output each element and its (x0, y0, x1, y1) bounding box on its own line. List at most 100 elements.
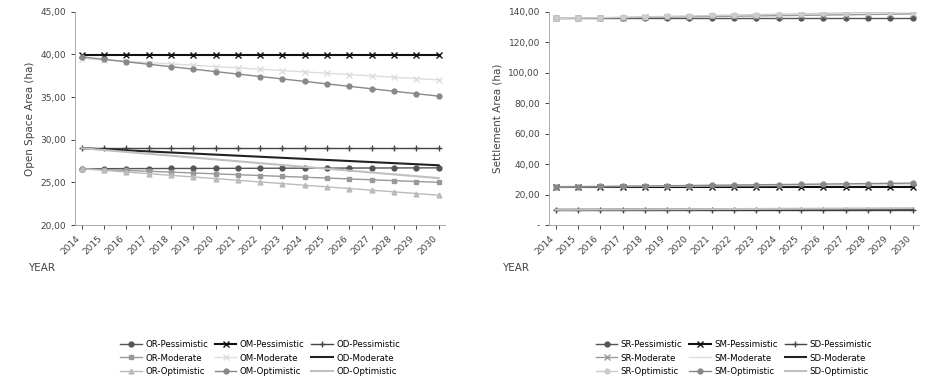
SM-Pessimistic (795, 185, 807, 189)
SD-Pessimistic (795, 208, 807, 212)
SR-Pessimistic (840, 16, 852, 21)
OM-Moderate (254, 67, 265, 71)
OR-Pessimistic (433, 166, 445, 170)
SR-Pessimistic (706, 16, 718, 21)
OR-Moderate (188, 171, 199, 175)
SM-Optimistic (795, 182, 807, 187)
SD-Optimistic (840, 206, 852, 211)
OR-Moderate (76, 166, 87, 171)
OD-Optimistic (233, 159, 244, 164)
SR-Pessimistic (818, 16, 829, 21)
SM-Optimistic (840, 182, 852, 186)
SM-Optimistic (750, 182, 762, 187)
OD-Optimistic (388, 172, 400, 177)
SM-Pessimistic (640, 185, 651, 189)
SR-Pessimistic (862, 16, 873, 21)
OD-Moderate (433, 163, 445, 168)
OR-Optimistic (388, 189, 400, 194)
SD-Pessimistic (640, 208, 651, 212)
SR-Moderate (617, 15, 628, 20)
SM-Pessimistic (862, 185, 873, 189)
SR-Moderate (907, 12, 918, 16)
OR-Optimistic (98, 168, 110, 173)
OR-Optimistic (188, 175, 199, 179)
Y-axis label: Settlement Area (ha): Settlement Area (ha) (492, 64, 503, 173)
OD-Optimistic (277, 163, 288, 167)
SD-Optimistic (640, 207, 651, 212)
Line: OM-Pessimistic: OM-Pessimistic (78, 52, 442, 59)
SR-Pessimistic (729, 16, 740, 21)
OR-Pessimistic (121, 166, 132, 171)
SM-Moderate (684, 184, 695, 189)
Line: OD-Moderate: OD-Moderate (82, 148, 439, 165)
SD-Pessimistic (750, 208, 762, 212)
SR-Moderate (550, 16, 561, 21)
OD-Pessimistic (188, 146, 199, 151)
SD-Moderate (661, 207, 673, 212)
SR-Moderate (885, 12, 896, 17)
OR-Pessimistic (98, 166, 110, 171)
OR-Optimistic (210, 176, 221, 181)
Line: SM-Optimistic: SM-Optimistic (553, 181, 915, 189)
OM-Optimistic (98, 57, 110, 62)
OR-Optimistic (433, 193, 445, 197)
SR-Moderate (773, 13, 784, 18)
OM-Moderate (165, 62, 176, 66)
SD-Moderate (595, 207, 606, 212)
OD-Moderate (188, 151, 199, 156)
OM-Pessimistic (98, 53, 110, 57)
OD-Moderate (210, 152, 221, 157)
OR-Moderate (277, 174, 288, 179)
SD-Moderate (795, 207, 807, 211)
SR-Optimistic (885, 10, 896, 14)
OM-Optimistic (76, 55, 87, 59)
SM-Moderate (840, 183, 852, 187)
SD-Optimistic (795, 206, 807, 211)
OR-Pessimistic (411, 166, 422, 170)
SR-Moderate (729, 14, 740, 19)
SM-Pessimistic (840, 185, 852, 189)
OR-Moderate (143, 169, 154, 173)
SR-Moderate (706, 14, 718, 19)
OD-Pessimistic (299, 146, 310, 151)
SM-Moderate (750, 183, 762, 188)
Y-axis label: Open Space Area (ha): Open Space Area (ha) (24, 61, 35, 175)
SM-Optimistic (773, 182, 784, 187)
SD-Optimistic (595, 207, 606, 212)
SD-Moderate (750, 207, 762, 212)
SR-Optimistic (572, 16, 583, 21)
OR-Pessimistic (299, 166, 310, 170)
SM-Moderate (617, 184, 628, 189)
SD-Moderate (862, 207, 873, 211)
SM-Pessimistic (729, 185, 740, 189)
OR-Moderate (165, 170, 176, 175)
SM-Optimistic (572, 184, 583, 189)
OD-Pessimistic (322, 146, 333, 151)
SM-Moderate (640, 184, 651, 189)
SD-Pessimistic (572, 208, 583, 212)
OD-Pessimistic (76, 146, 87, 151)
OD-Pessimistic (411, 146, 422, 151)
OM-Pessimistic (388, 53, 400, 57)
SD-Optimistic (729, 207, 740, 211)
Line: OM-Optimistic: OM-Optimistic (80, 54, 441, 99)
OD-Optimistic (76, 146, 87, 151)
SD-Moderate (729, 207, 740, 212)
OR-Pessimistic (366, 166, 377, 170)
SM-Optimistic (885, 181, 896, 186)
OD-Moderate (233, 153, 244, 158)
Text: YEAR: YEAR (502, 263, 529, 274)
Line: SM-Pessimistic: SM-Pessimistic (552, 184, 916, 191)
OR-Optimistic (76, 166, 87, 171)
OD-Moderate (366, 160, 377, 165)
OR-Moderate (322, 176, 333, 180)
SM-Pessimistic (706, 185, 718, 189)
SD-Pessimistic (684, 208, 695, 212)
OM-Moderate (366, 74, 377, 78)
SM-Pessimistic (907, 185, 918, 189)
OD-Moderate (411, 162, 422, 166)
SM-Moderate (729, 184, 740, 188)
SR-Pessimistic (661, 16, 673, 21)
OD-Moderate (254, 154, 265, 159)
OR-Moderate (411, 179, 422, 184)
